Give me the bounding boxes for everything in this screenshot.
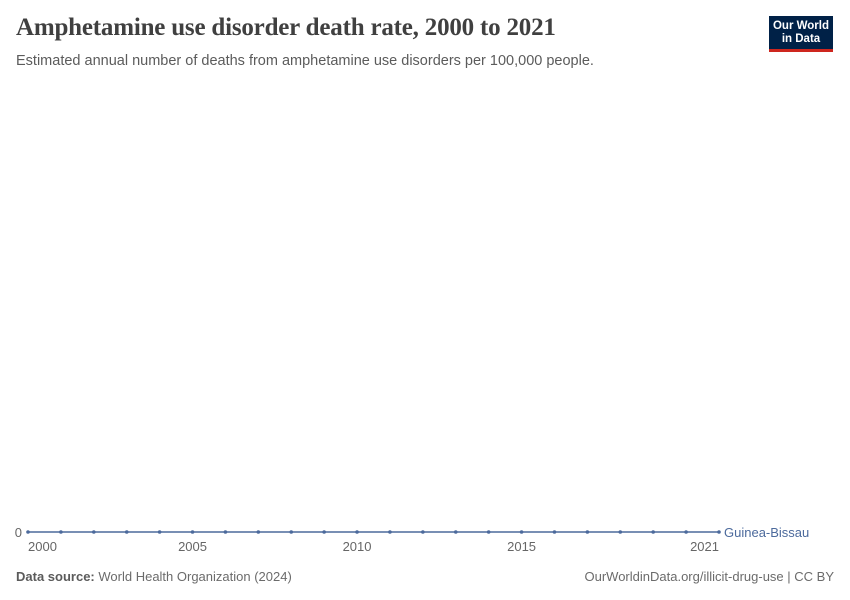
data-point — [519, 530, 524, 534]
logo-line1: Our World — [772, 20, 829, 32]
data-point — [684, 530, 688, 534]
data-point — [453, 530, 458, 534]
data-point — [651, 530, 655, 534]
data-point — [59, 530, 63, 534]
data-point — [486, 530, 491, 534]
data-point — [190, 530, 195, 534]
series-label: Guinea-Bissau — [724, 525, 809, 540]
data-point — [124, 530, 129, 534]
source-label: Data source: — [16, 569, 95, 584]
data-source: Data source: World Health Organization (… — [16, 569, 292, 584]
data-point — [618, 530, 623, 534]
data-point — [717, 530, 721, 534]
footer-url[interactable]: OurWorldinData.org/illicit-drug-use | CC… — [584, 569, 835, 584]
data-point — [388, 530, 392, 534]
chart-subtitle: Estimated annual number of deaths from a… — [16, 53, 594, 69]
data-point — [585, 530, 590, 534]
data-point — [421, 530, 425, 534]
x-tick-label: 2010 — [343, 539, 372, 554]
x-tick-label: 2021 — [690, 539, 719, 554]
data-point — [92, 530, 96, 534]
x-tick-label: 2005 — [178, 539, 207, 554]
data-point — [552, 530, 557, 534]
data-point — [26, 530, 30, 534]
data-point — [223, 530, 228, 534]
data-point — [157, 530, 162, 534]
logo-line2: in Data — [781, 33, 821, 45]
x-tick-label: 2000 — [28, 539, 57, 554]
chart-title: Amphetamine use disorder death rate, 200… — [16, 14, 556, 41]
source-value: World Health Organization (2024) — [98, 569, 292, 584]
data-point — [355, 530, 359, 534]
data-point — [289, 530, 294, 534]
data-point — [256, 530, 261, 534]
owid-logo[interactable]: Our World in Data — [769, 16, 833, 52]
x-tick-label: 2015 — [507, 539, 536, 554]
y-tick-label: 0 — [15, 525, 22, 540]
data-point — [322, 530, 326, 534]
